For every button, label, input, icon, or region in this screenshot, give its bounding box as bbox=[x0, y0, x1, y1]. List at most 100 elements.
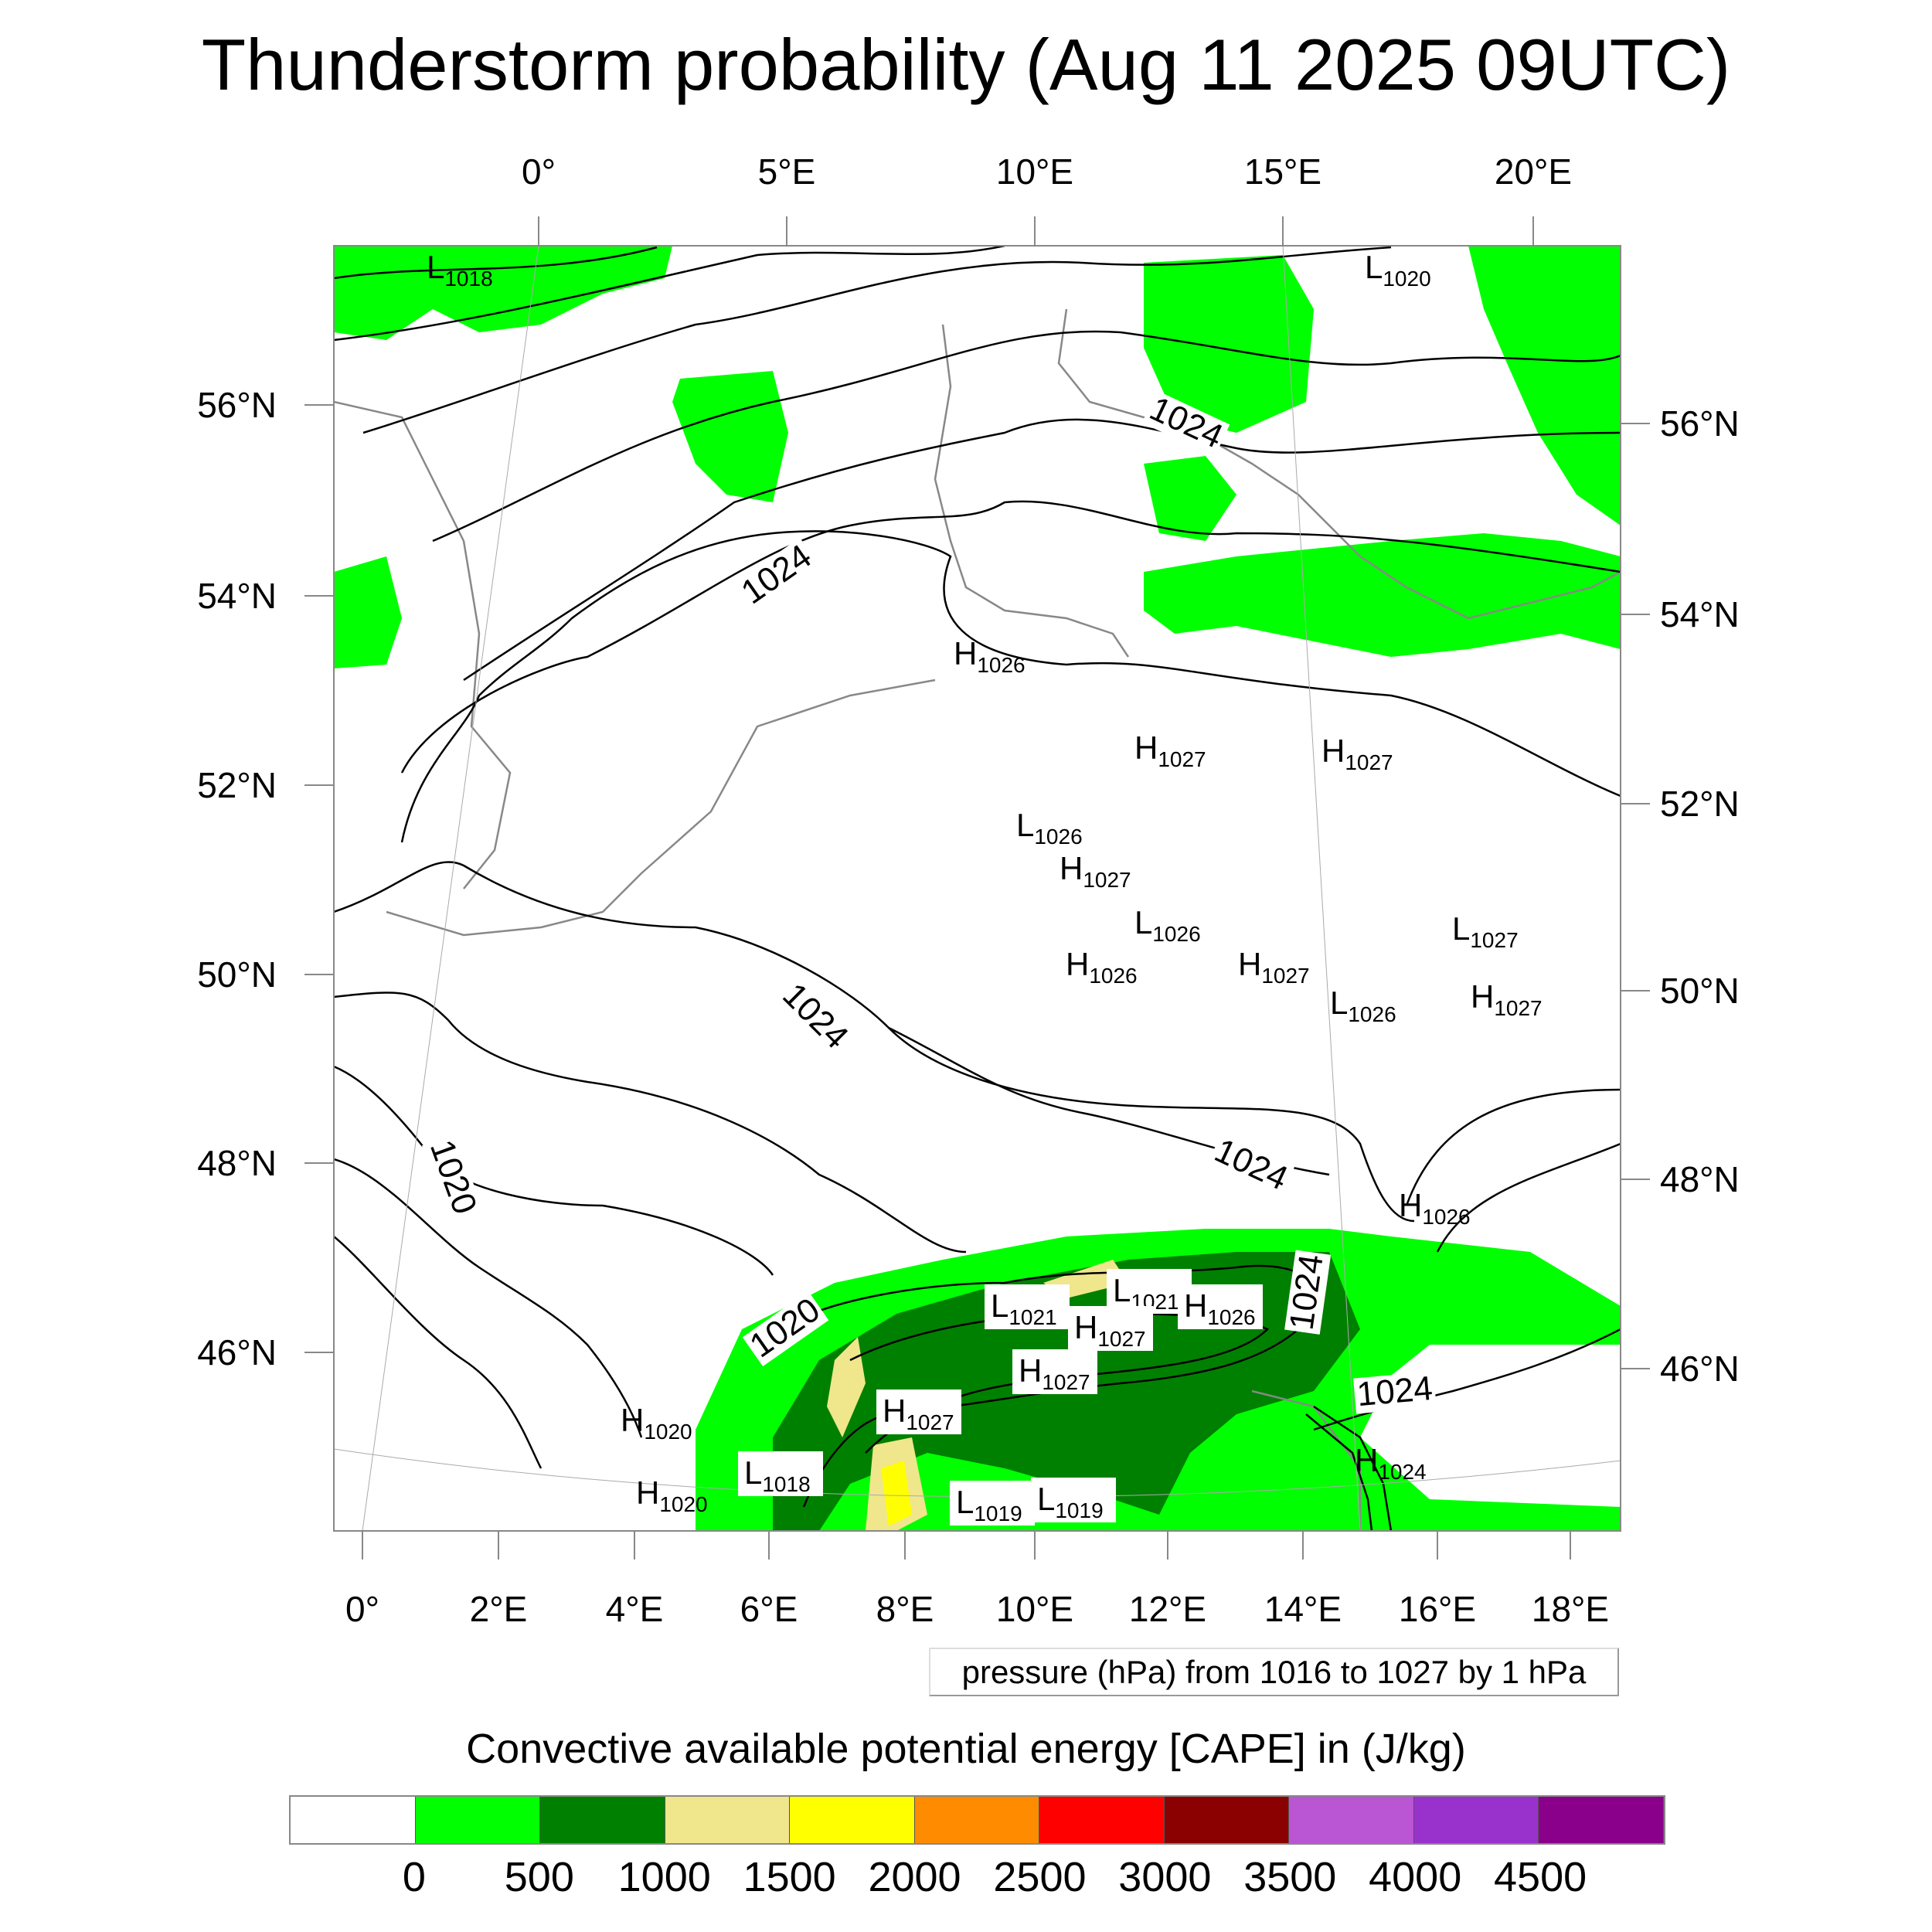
center-value: 1027 bbox=[1470, 928, 1518, 952]
right-lat-label: 50°N bbox=[1660, 971, 1740, 1011]
bottom-lon-label: 8°E bbox=[876, 1589, 934, 1629]
isobar-label: 1024 bbox=[1209, 1131, 1293, 1198]
high-pressure-center: H1027 bbox=[1068, 1306, 1153, 1351]
center-letter: H1027 bbox=[1321, 733, 1393, 774]
center-letter: H1024 bbox=[1355, 1442, 1427, 1484]
colorbar-label: 1000 bbox=[617, 1854, 711, 1900]
cape-colorbar bbox=[289, 1795, 1665, 1845]
isobar-label: 1020 bbox=[423, 1135, 485, 1219]
high-pressure-center: H1024 bbox=[1355, 1442, 1427, 1484]
center-value: 1026 bbox=[1034, 825, 1082, 849]
low-pressure-center: L1019 bbox=[1031, 1478, 1116, 1522]
right-lat-label: 46°N bbox=[1660, 1349, 1740, 1389]
center-letter: L1027 bbox=[1452, 910, 1519, 952]
center-value: 1026 bbox=[1089, 964, 1137, 988]
left-lat-label: 48°N bbox=[197, 1143, 277, 1183]
low-pressure-center: L1026 bbox=[1330, 985, 1396, 1026]
left-lat-label: 50°N bbox=[197, 954, 277, 995]
center-value: 1020 bbox=[659, 1492, 707, 1516]
right-lat-label: 54°N bbox=[1660, 594, 1740, 634]
colorbar-title: Convective available potential energy [C… bbox=[466, 1726, 1466, 1772]
colorbar-swatch bbox=[1289, 1797, 1414, 1843]
low-pressure-center: L1027 bbox=[1452, 910, 1519, 952]
center-letter: L1020 bbox=[1365, 249, 1431, 291]
top-lon-label: 10°E bbox=[996, 151, 1073, 192]
center-letter: L1026 bbox=[1134, 904, 1201, 946]
center-value: 1027 bbox=[1042, 1370, 1090, 1394]
bottom-lon-label: 16°E bbox=[1399, 1589, 1476, 1629]
colorbar-label: 3500 bbox=[1243, 1854, 1337, 1900]
low-pressure-center: L1019 bbox=[950, 1481, 1035, 1526]
left-lat-label: 52°N bbox=[197, 765, 277, 805]
center-letter: H1027 bbox=[1238, 946, 1310, 988]
center-value: 1027 bbox=[1097, 1327, 1145, 1351]
center-value: 1018 bbox=[444, 267, 492, 291]
colorbar-label: 4000 bbox=[1369, 1854, 1462, 1900]
high-pressure-center: H1027 bbox=[876, 1389, 961, 1434]
top-lon-label: 5°E bbox=[758, 151, 816, 192]
colorbar-swatch bbox=[540, 1797, 665, 1843]
center-value: 1027 bbox=[1083, 868, 1131, 892]
bottom-lon-label: 12°E bbox=[1129, 1589, 1206, 1629]
colorbar-label: 3000 bbox=[1118, 1854, 1212, 1900]
colorbar-label: 2500 bbox=[993, 1854, 1087, 1900]
high-pressure-center: H1027 bbox=[1134, 730, 1206, 771]
plot-frame bbox=[333, 245, 1621, 1532]
center-value: 1027 bbox=[1158, 747, 1206, 771]
low-pressure-center: L1021 bbox=[985, 1284, 1070, 1329]
colorbar-swatch bbox=[914, 1797, 1040, 1843]
colorbar-label: 1500 bbox=[743, 1854, 836, 1900]
high-pressure-center: H1027 bbox=[1321, 733, 1393, 774]
high-pressure-center: H1027 bbox=[1060, 850, 1131, 892]
high-pressure-center: H1027 bbox=[1238, 946, 1310, 988]
colorbar-swatch bbox=[1539, 1797, 1665, 1843]
colorbar-label: 0 bbox=[402, 1854, 426, 1900]
center-value: 1027 bbox=[1261, 964, 1309, 988]
bottom-lon-label: 6°E bbox=[740, 1589, 798, 1629]
center-value: 1026 bbox=[1422, 1205, 1470, 1229]
top-lon-label: 0° bbox=[522, 151, 556, 192]
coastlines bbox=[334, 308, 1621, 1531]
low-pressure-center: L1018 bbox=[738, 1451, 823, 1496]
colorbar-swatch bbox=[665, 1797, 791, 1843]
bottom-lon-label: 10°E bbox=[996, 1589, 1073, 1629]
low-pressure-center: L1020 bbox=[1365, 249, 1431, 291]
right-lat-label: 48°N bbox=[1660, 1159, 1740, 1199]
center-value: 1026 bbox=[1348, 1002, 1396, 1026]
center-value: 1027 bbox=[1494, 996, 1542, 1020]
top-lon-label: 15°E bbox=[1244, 151, 1321, 192]
pressure-legend: pressure (hPa) from 1016 to 1027 by 1 hP… bbox=[929, 1648, 1619, 1696]
center-value: 1020 bbox=[1383, 267, 1430, 291]
center-value: 1024 bbox=[1378, 1460, 1426, 1484]
colorbar-label: 500 bbox=[504, 1854, 574, 1900]
center-letter: H1026 bbox=[954, 635, 1026, 677]
isobar-label: 1024 bbox=[1355, 1369, 1434, 1413]
bottom-lon-label: 18°E bbox=[1532, 1589, 1609, 1629]
center-value: 1026 bbox=[1152, 922, 1200, 946]
left-lat-label: 56°N bbox=[197, 385, 277, 425]
colorbar-swatch bbox=[291, 1797, 416, 1843]
bottom-lon-label: 0° bbox=[345, 1589, 379, 1629]
high-pressure-center: H1027 bbox=[1012, 1349, 1097, 1394]
axis-labels: 0° 5°E 10°E 15°E 20°E 0° 2°E 4°E 6°E 8°E 10°E 12°E 1… bbox=[197, 151, 1740, 1629]
center-value: 1018 bbox=[762, 1472, 810, 1496]
center-value: 1027 bbox=[1345, 750, 1393, 774]
bottom-lon-label: 2°E bbox=[470, 1589, 528, 1629]
colorbar-label: 4500 bbox=[1494, 1854, 1587, 1900]
high-pressure-center: H1026 bbox=[954, 635, 1026, 677]
colorbar-label: 2000 bbox=[868, 1854, 961, 1900]
bottom-lon-label: 14°E bbox=[1264, 1589, 1342, 1629]
center-letter: H1020 bbox=[621, 1402, 692, 1444]
center-letter: L1026 bbox=[1330, 985, 1396, 1026]
center-value: 1026 bbox=[1207, 1305, 1255, 1329]
colorbar-swatch bbox=[790, 1797, 915, 1843]
right-lat-label: 56°N bbox=[1660, 403, 1740, 444]
colorbar-swatch bbox=[415, 1797, 541, 1843]
colorbar-swatch bbox=[1164, 1797, 1290, 1843]
center-value: 1019 bbox=[974, 1502, 1022, 1526]
center-letter: L1026 bbox=[1016, 807, 1083, 849]
colorbar-swatch bbox=[1413, 1797, 1539, 1843]
